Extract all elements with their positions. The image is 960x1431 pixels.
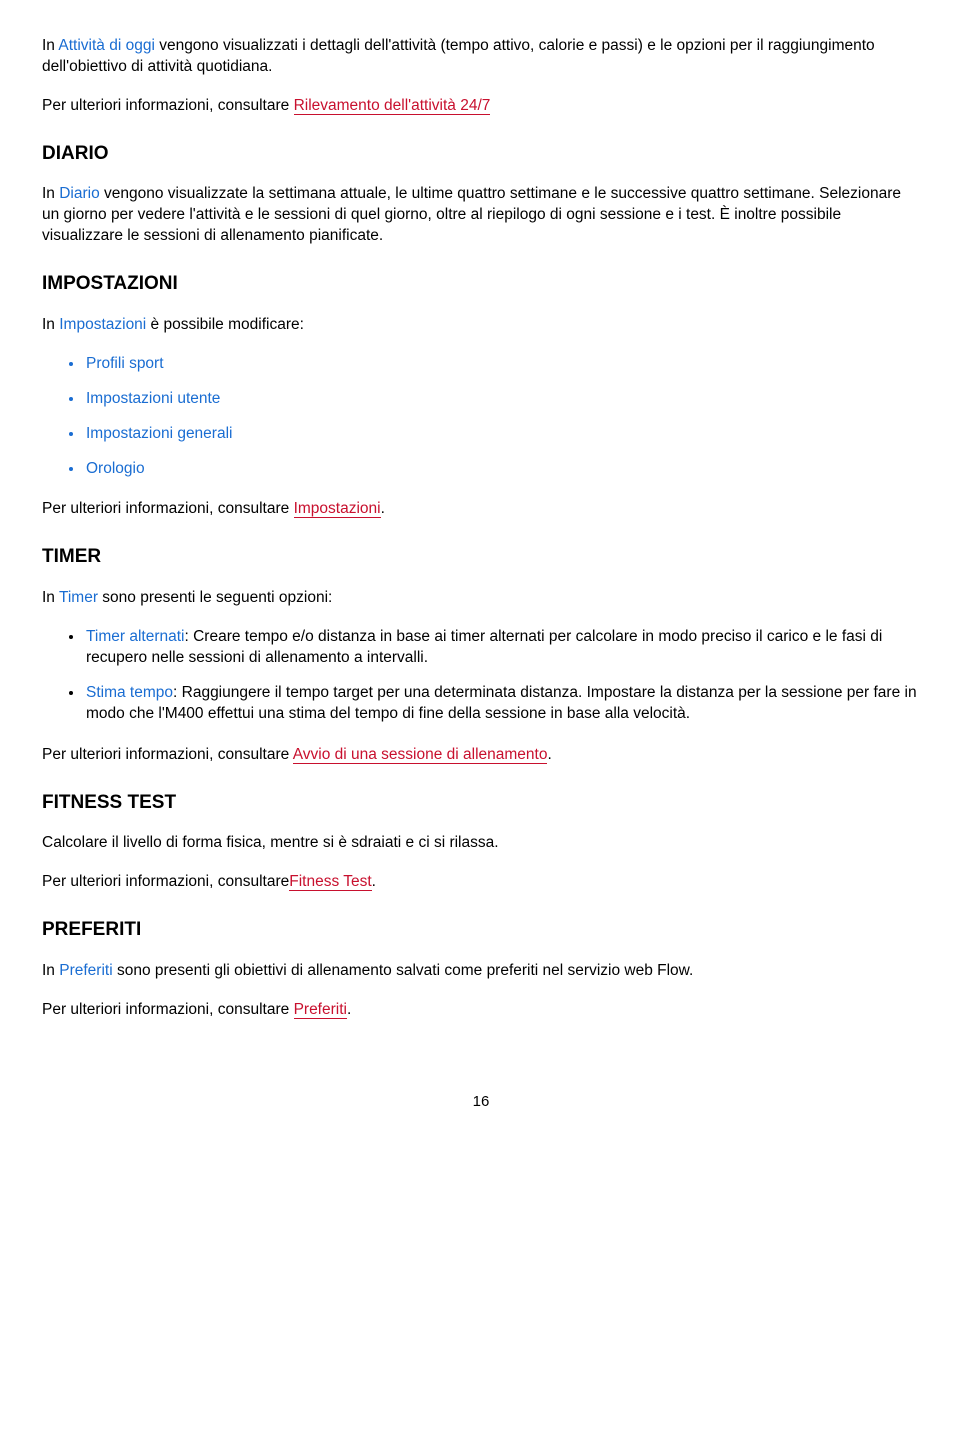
link-fitness-test[interactable]: Fitness Test [289,873,371,891]
diario-emph: Diario [59,185,99,202]
impostazioni-list: Profili sport Impostazioni utente Impost… [42,354,920,480]
list-item: Impostazioni utente [84,389,920,410]
heading-impostazioni: IMPOSTAZIONI [42,271,920,297]
list-item: Timer alternati: Creare tempo e/o distan… [84,627,920,669]
fitness-text: Calcolare il livello di forma fisica, me… [42,833,920,854]
impostazioni-more-info: Per ulteriori informazioni, consultare I… [42,499,920,520]
preferiti-emph: Preferiti [59,962,112,979]
heading-preferiti: PREFERITI [42,917,920,943]
diario-paragraph: In Diario vengono visualizzate la settim… [42,184,920,247]
timer-intro: In Timer sono presenti le seguenti opzio… [42,588,920,609]
intro-more-info: Per ulteriori informazioni, consultare R… [42,96,920,117]
timer-item-lead: Stima tempo [86,684,173,701]
intro-paragraph: In Attività di oggi vengono visualizzati… [42,36,920,78]
page-number: 16 [42,1092,920,1112]
timer-item-lead: Timer alternati [86,628,184,645]
link-impostazioni[interactable]: Impostazioni [294,500,381,518]
preferiti-paragraph: In Preferiti sono presenti gli obiettivi… [42,961,920,982]
heading-diario: DIARIO [42,141,920,167]
impostazioni-emph: Impostazioni [59,316,146,333]
list-item: Orologio [84,459,920,480]
heading-timer: TIMER [42,544,920,570]
link-rilevamento[interactable]: Rilevamento dell'attività 24/7 [294,97,491,115]
timer-emph: Timer [59,589,98,606]
impostazioni-intro: In Impostazioni è possibile modificare: [42,315,920,336]
intro-emph: Attività di oggi [58,37,155,54]
timer-more-info: Per ulteriori informazioni, consultare A… [42,745,920,766]
heading-fitness-test: FITNESS TEST [42,790,920,816]
list-item: Stima tempo: Raggiungere il tempo target… [84,683,920,725]
timer-list: Timer alternati: Creare tempo e/o distan… [42,627,920,725]
link-preferiti[interactable]: Preferiti [294,1001,347,1019]
preferiti-more-info: Per ulteriori informazioni, consultare P… [42,1000,920,1021]
link-avvio-sessione[interactable]: Avvio di una sessione di allenamento [293,746,548,764]
fitness-more-info: Per ulteriori informazioni, consultareFi… [42,872,920,893]
list-item: Impostazioni generali [84,424,920,445]
list-item: Profili sport [84,354,920,375]
